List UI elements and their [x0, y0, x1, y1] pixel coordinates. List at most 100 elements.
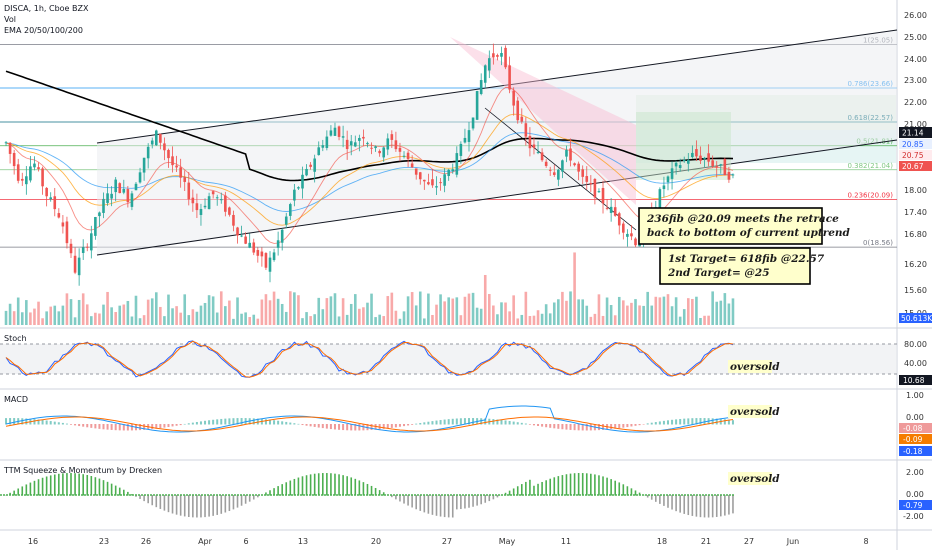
stoch-tag: 10.68	[903, 376, 925, 385]
macd-hist-bar	[130, 424, 133, 431]
ttm-hist-bar	[248, 495, 251, 502]
candle-body	[536, 152, 540, 154]
volume-bar	[154, 292, 158, 325]
ttm-hist-bar	[236, 495, 239, 508]
price-tick-label: 18.00	[904, 186, 927, 195]
volume-bar	[524, 291, 528, 325]
ttm-hist-bar	[147, 495, 149, 504]
macd-hist-bar	[492, 419, 495, 425]
macd-hist-bar	[86, 424, 89, 428]
ttm-hist-bar	[565, 474, 568, 496]
macd-hist-bar	[208, 420, 211, 425]
volume-bar	[674, 297, 678, 325]
ttm-hist-bar	[675, 495, 677, 512]
ttm-hist-bar	[289, 480, 292, 496]
ttm-hist-bar	[49, 475, 52, 496]
macd-hist-bar	[602, 424, 605, 430]
volume-bar	[630, 302, 633, 325]
candle-body	[219, 199, 223, 201]
volume-bar	[488, 293, 491, 325]
ema-tag-3: 20.67	[902, 162, 924, 171]
candle-body	[272, 252, 276, 261]
candle-body	[85, 246, 89, 248]
time-axis[interactable]: 16 23 26 Apr 6 13 20 27 May 11 18 21 27 Jun 8	[28, 537, 869, 546]
ttm-hist-bar	[66, 473, 68, 496]
volume-bar	[317, 297, 321, 325]
annotation-box-1[interactable]: 236fib @20.09 meets the retrace back to …	[638, 207, 851, 245]
volume-bar	[349, 303, 353, 325]
price-tick-label: 23.00	[904, 76, 927, 85]
ttm-hist-bar	[537, 483, 539, 496]
macd-histogram	[5, 418, 734, 431]
candle-body	[398, 147, 402, 152]
macd-hist-bar	[175, 424, 178, 426]
macd-hist-bar	[199, 421, 202, 425]
candle-body	[110, 193, 113, 199]
volume-bar	[4, 310, 8, 325]
volume-bar	[61, 305, 65, 325]
candle-body	[532, 144, 536, 148]
volume-bar	[423, 318, 426, 325]
ttm-hist-bar	[549, 478, 552, 496]
volume-bar	[439, 294, 442, 325]
macd-hist-bar	[390, 424, 393, 428]
ttm-hist-bar	[252, 495, 255, 500]
candle-body	[431, 179, 434, 186]
volume-bar	[126, 300, 130, 325]
target-line-1: 1st Target= 618fib @22.57	[668, 253, 825, 265]
ttm-hist-bar	[399, 495, 401, 502]
candle-body	[268, 257, 272, 272]
ttm-hist-bar	[468, 495, 470, 508]
volume-bar	[114, 312, 117, 325]
macd-hist-bar	[82, 424, 85, 427]
price-tick-label: 25.00	[904, 33, 927, 42]
macd-hist-bar	[459, 418, 462, 425]
volume-bar	[337, 316, 341, 325]
ttm-hist-bar	[451, 495, 454, 518]
annotation-box-2[interactable]: 1st Target= 618fib @22.57 2nd Target= @2…	[659, 247, 825, 285]
ttm-hist-bar	[285, 482, 288, 496]
candle-body	[358, 137, 361, 141]
ttm-hist-bar	[244, 495, 247, 504]
price-axis[interactable]: 26.0025.0024.0023.0022.0021.0020.0019.00…	[904, 11, 927, 318]
candle-body	[597, 191, 601, 193]
candle-body	[451, 169, 455, 172]
ttm-hist-bar	[456, 495, 458, 510]
ema-200-line	[5, 70, 734, 182]
ttm-hist-bar	[699, 495, 702, 518]
candle-body	[150, 140, 154, 145]
volume-bar	[25, 300, 28, 325]
ttm-hist-bar	[606, 477, 608, 496]
volume-bar	[260, 299, 264, 325]
volume-bar	[536, 310, 540, 325]
ema-label: EMA 20/50/100/200	[4, 26, 83, 35]
volume-bar	[49, 306, 53, 325]
candle-body	[695, 149, 698, 157]
ttm-hist-bar	[415, 495, 418, 510]
volume-bar	[496, 314, 499, 325]
ttm-hist-bar	[590, 473, 592, 496]
ttm-hist-bar	[338, 474, 340, 496]
macd-hist-bar	[679, 418, 682, 425]
ttm-hist-bar	[557, 476, 560, 496]
macd-hist-bar	[5, 418, 8, 425]
macd-hist-bar	[419, 422, 422, 425]
macd-signal-line	[5, 416, 734, 432]
candle-body	[313, 158, 316, 172]
macd-hist-bar	[455, 418, 458, 425]
candle-body	[301, 174, 304, 189]
ttm-hist-bar	[719, 495, 722, 517]
ttm-hist-bar	[655, 495, 657, 502]
volume-bar	[516, 318, 520, 325]
time-tick-label: 8	[863, 537, 868, 546]
candle-body	[686, 160, 690, 164]
volume-bar	[272, 291, 276, 325]
ttm-hist-bar	[293, 478, 296, 496]
macd-hist-bar	[232, 418, 235, 425]
ttm-hist-bar	[529, 479, 531, 496]
volume-bar	[552, 302, 556, 325]
ttm-hist-bar	[305, 475, 308, 496]
candle-body	[130, 193, 134, 207]
volume-bar	[293, 292, 296, 325]
ttm-hist-bar	[646, 495, 649, 498]
